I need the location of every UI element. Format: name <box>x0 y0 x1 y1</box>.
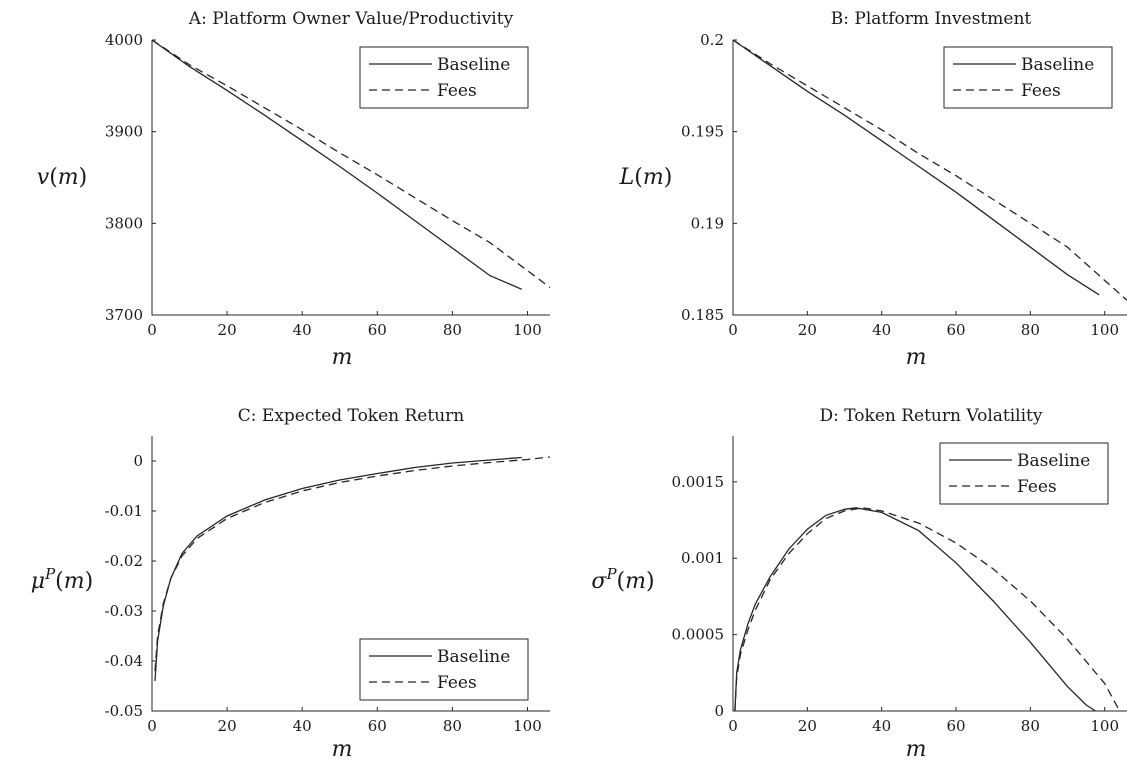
panel-b-xtick-label: 100 <box>1090 321 1119 339</box>
panel-c-xtick-label: 60 <box>368 717 387 735</box>
panel-b-legend-box <box>943 46 1113 109</box>
panel-a-legend-baseline-label: Baseline <box>437 55 510 75</box>
panel-c-ytick-label: 0 <box>133 452 143 470</box>
panel-b-ytick-label: 0.2 <box>700 31 724 49</box>
panel-c-ylabel: μP(m) <box>31 565 93 594</box>
panel-a-xtick-label: 20 <box>218 321 237 339</box>
panel-b-xtick-label: 20 <box>798 321 817 339</box>
panel-d-title: D: Token Return Volatility <box>820 406 1043 426</box>
panel-a-ytick-label: 3700 <box>105 306 143 324</box>
panel-d-xtick-label: 100 <box>1090 717 1119 735</box>
panel-d-ytick-label: 0.0015 <box>672 473 725 491</box>
panel-d-xtick-label: 60 <box>946 717 965 735</box>
panel-a-ytick-label: 3800 <box>105 214 143 232</box>
panel-d-xtick-label: 80 <box>1021 717 1040 735</box>
panel-b-xtick-label: 0 <box>728 321 738 339</box>
panel-a-xtick-label: 80 <box>443 321 462 339</box>
panel-c-series-fees-line <box>154 456 551 672</box>
panel-a-xtick-label: 100 <box>513 321 542 339</box>
panel-d-legend-baseline-label: Baseline <box>1017 451 1090 471</box>
panel-c-series-baseline-line <box>154 456 522 682</box>
panel-b-series-baseline-line <box>732 39 1100 296</box>
panel-d-legend-box <box>939 442 1109 505</box>
panel-d-ytick-label: 0 <box>714 702 724 720</box>
panel-b-xtick-label: 80 <box>1021 321 1040 339</box>
panel-b-xlabel: m <box>906 345 927 370</box>
panel-c-ytick-label: -0.04 <box>105 652 143 670</box>
panel-c-ytick-label: -0.05 <box>105 702 143 720</box>
panel-c-legend-fees-label: Fees <box>437 673 477 693</box>
panel-c-xtick-label: 40 <box>293 717 312 735</box>
panel-b-xtick-label: 60 <box>946 321 965 339</box>
panel-d-legend-fees-label: Fees <box>1017 477 1057 497</box>
panel-d-ytick-label: 0.0005 <box>672 626 725 644</box>
panel-c-legend-box <box>359 638 529 701</box>
panel-c-xtick-label: 20 <box>218 717 237 735</box>
panel-d-ytick-label: 0.001 <box>681 549 724 567</box>
panel-b-legend-baseline-label: Baseline <box>1021 55 1094 75</box>
panel-a-legend-fees-label: Fees <box>437 81 477 101</box>
panel-c-xlabel: m <box>332 737 353 761</box>
panel-b-legend-fees-label: Fees <box>1021 81 1061 101</box>
panel-d-series-fees-line <box>734 507 1121 712</box>
panel-a-xlabel: m <box>332 345 353 370</box>
panel-a-xtick-label: 40 <box>293 321 312 339</box>
panel-b-xtick-label: 40 <box>872 321 891 339</box>
panel-c-xtick-label: 100 <box>513 717 542 735</box>
panel-b-ytick-label: 0.19 <box>691 214 724 232</box>
panel-c-ytick-label: -0.01 <box>105 502 143 520</box>
panel-a-legend-box <box>359 46 529 109</box>
panel-c-ytick-label: -0.02 <box>105 552 143 570</box>
panel-b-ytick-label: 0.195 <box>681 123 724 141</box>
panel-c-xtick-label: 80 <box>443 717 462 735</box>
panel-d-xlabel: m <box>906 737 927 761</box>
panel-b-series-fees-line <box>732 39 1127 301</box>
panel-a-ytick-label: 3900 <box>105 123 143 141</box>
panel-d-xtick-label: 20 <box>798 717 817 735</box>
panel-a-xtick-label: 60 <box>368 321 387 339</box>
panel-d-series-baseline-line <box>734 507 1096 712</box>
panel-d-xtick-label: 40 <box>872 717 891 735</box>
panel-a-ylabel: v(m) <box>37 165 88 190</box>
panel-b-title: B: Platform Investment <box>831 9 1032 29</box>
panel-a-title: A: Platform Owner Value/Productivity <box>188 9 514 29</box>
panel-a-series-baseline-line <box>151 39 523 290</box>
panel-a-xtick-label: 0 <box>147 321 157 339</box>
panel-a-ytick-label: 4000 <box>105 31 143 49</box>
panel-d-xtick-label: 0 <box>728 717 738 735</box>
panel-c-ytick-label: -0.03 <box>105 602 143 620</box>
panel-b-ylabel: L(m) <box>619 165 673 190</box>
panel-d-ylabel: σP(m) <box>591 565 654 594</box>
panel-a-series-fees-line <box>151 39 551 289</box>
panel-c-title: C: Expected Token Return <box>238 406 465 426</box>
panel-b-ytick-label: 0.185 <box>681 306 724 324</box>
panel-c-xtick-label: 0 <box>147 717 157 735</box>
panel-c-legend-baseline-label: Baseline <box>437 647 510 667</box>
